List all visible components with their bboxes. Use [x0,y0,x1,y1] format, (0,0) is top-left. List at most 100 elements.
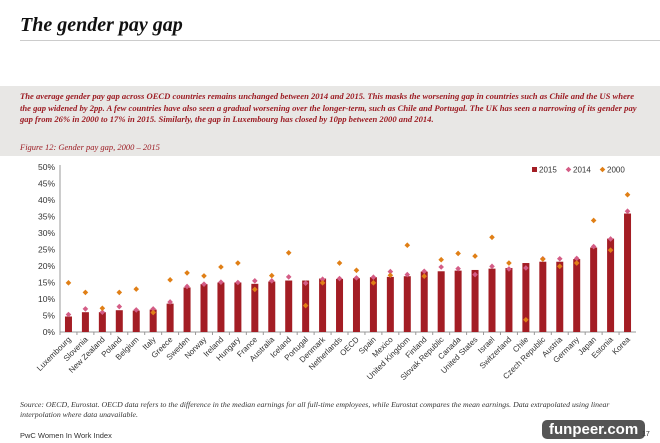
marker-2014 [472,271,478,278]
bar-2015 [183,287,191,332]
footer-year: 17 [642,431,650,438]
marker-2000 [506,260,512,266]
y-tick-label: 30% [38,228,55,238]
marker-2000 [201,273,207,279]
marker-2000 [99,305,106,312]
bar-2015 [607,238,615,332]
marker-2014 [336,275,343,282]
marker-2014 [370,274,377,281]
legend-label-2014: 2014 [573,166,591,175]
marker-2000 [387,272,394,279]
page-title: The gender pay gap [20,14,183,36]
legend-swatch-2014 [565,166,572,173]
marker-2000 [319,280,326,286]
gender-pay-gap-chart: 0%5%10%15%20%25%30%35%40%45%50%Luxembour… [35,162,636,382]
bar-2015 [200,284,208,332]
bar-2015 [81,312,89,332]
bar-2015 [166,303,174,332]
bar-2015 [352,278,360,332]
figure-caption: Figure 12: Gender pay gap, 2000 – 2015 [20,142,160,152]
y-tick-label: 15% [38,278,55,288]
marker-2000 [438,256,444,263]
y-tick-label: 45% [38,179,55,189]
bar-2015 [369,277,377,332]
marker-2014 [99,309,106,315]
marker-2014 [167,299,173,305]
marker-2014 [353,275,360,281]
legend-swatch-2000 [599,166,606,173]
source-note: Source: OECD, Eurostat. OECD data refers… [20,400,610,419]
bar-2015 [268,281,276,332]
marker-2014 [506,266,512,272]
marker-2014 [184,283,190,290]
y-tick-label: 20% [38,261,55,271]
marker-2014 [65,311,72,318]
bar-2015 [149,309,157,332]
watermark: funpeer.com [542,420,646,439]
marker-2014 [285,274,292,280]
marker-2000 [82,289,89,296]
marker-2014 [268,278,275,284]
bar-2015 [319,278,327,332]
marker-2014 [438,264,444,270]
bar-2015 [251,283,259,332]
marker-2000 [607,247,614,253]
marker-2000 [421,273,428,280]
legend-label-2000: 2000 [607,166,625,175]
bar-2015 [624,213,632,332]
marker-2000 [252,286,258,293]
marker-2000 [556,263,563,270]
footer-text: PwC Women In Work Index [20,431,112,440]
bar-2015 [590,247,598,332]
marker-2014 [404,271,411,278]
bar-2015 [454,270,462,332]
marker-2000 [218,264,224,270]
marker-2000 [523,316,529,323]
marker-2014 [590,243,597,250]
marker-2014 [607,236,614,242]
marker-2000 [489,234,495,241]
marker-2014 [133,307,140,313]
bar-2015 [115,310,123,332]
bar-2015 [285,280,293,332]
marker-2000 [404,242,411,249]
bar-2015 [573,259,581,332]
y-tick-label: 40% [38,195,55,205]
summary-box: The average gender pay gap across OECD c… [0,86,660,156]
marker-2000 [624,191,631,198]
marker-2000 [116,289,123,296]
y-tick-label: 25% [38,245,55,255]
bar-2015 [471,269,479,332]
marker-2014 [387,268,394,275]
bar-2015 [132,310,140,332]
marker-2014 [218,279,224,285]
bar-2015 [522,263,530,332]
marker-2000 [235,260,241,266]
bar-2015 [437,271,445,332]
bar-2015 [234,282,242,332]
y-tick-label: 0% [43,327,56,337]
marker-2000 [184,270,190,276]
marker-2014 [302,280,309,286]
marker-2014 [573,255,580,262]
marker-2000 [455,250,461,257]
x-tick-label: Korea [610,335,632,357]
legend-swatch-2015 [532,167,537,172]
y-tick-label: 5% [43,311,56,321]
bar-2015 [505,267,513,332]
marker-2014 [624,208,631,215]
bar-2015 [420,271,428,332]
y-tick-label: 35% [38,212,55,222]
marker-2000 [65,280,72,286]
marker-2014 [319,276,326,282]
y-tick-label: 10% [38,294,55,304]
bar-2015 [386,276,394,332]
title-divider [20,40,660,41]
x-tick-label: OECD [338,335,361,358]
marker-2014 [116,303,123,310]
marker-2000 [353,267,360,274]
bar-2015 [488,268,496,332]
marker-2014 [252,278,258,284]
marker-2000 [167,277,173,283]
y-tick-label: 50% [38,162,55,172]
